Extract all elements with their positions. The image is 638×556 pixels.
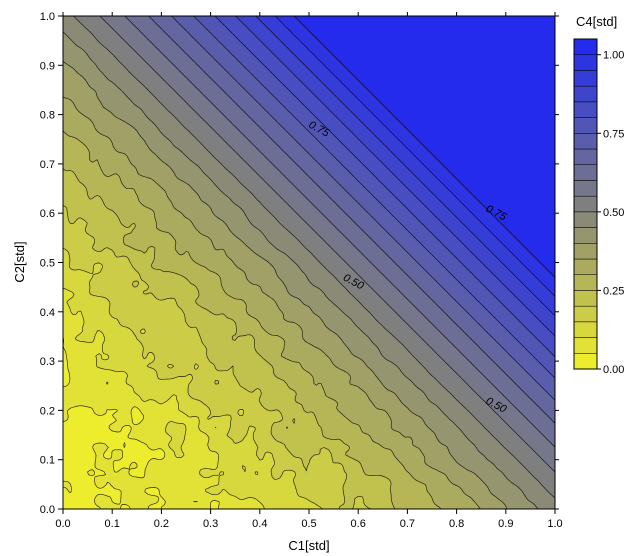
x-axis-title: C1[std] bbox=[288, 538, 329, 553]
contour-line bbox=[235, 16, 555, 337]
colorbar-band bbox=[573, 227, 598, 244]
y-tick-label: 0.1 bbox=[40, 455, 55, 467]
contour-line bbox=[63, 130, 442, 509]
colorbar: C4[std] 0.00 0.25 0.50 0.75 1.00 bbox=[573, 14, 624, 376]
colorbar-tick-label: 0.75 bbox=[603, 128, 624, 140]
y-tick-label: 0.7 bbox=[40, 159, 55, 171]
colorbar-tick-label: 0.50 bbox=[603, 207, 624, 219]
colorbar-band bbox=[573, 54, 598, 71]
contour-line bbox=[193, 16, 555, 379]
colorbar-band bbox=[573, 38, 598, 55]
y-tick-label: 0.4 bbox=[40, 307, 55, 319]
x-tick-label: 0.7 bbox=[400, 518, 415, 530]
contour-line bbox=[63, 205, 372, 509]
y-tick-label: 0.2 bbox=[40, 405, 55, 417]
contour-line bbox=[124, 16, 555, 448]
contour-line bbox=[99, 16, 555, 473]
colorbar-frame bbox=[573, 38, 598, 370]
colorbar-band bbox=[573, 274, 598, 291]
x-tick-label: 0.8 bbox=[449, 518, 464, 530]
contour-line bbox=[63, 31, 539, 509]
x-tick-label: 0.6 bbox=[351, 518, 366, 530]
colorbar-ticks: 0.00 0.25 0.50 0.75 1.00 bbox=[597, 50, 624, 376]
contour-line bbox=[171, 16, 555, 401]
contour-line bbox=[63, 61, 508, 509]
contour-fill bbox=[63, 16, 555, 509]
colorbar-band bbox=[573, 243, 598, 260]
colorbar-band bbox=[573, 133, 598, 150]
colorbar-band bbox=[573, 305, 598, 323]
colorbar-tick-label: 1.00 bbox=[603, 50, 624, 62]
x-tick-label: 1.0 bbox=[547, 518, 562, 530]
x-tick-label: 0.2 bbox=[154, 518, 169, 530]
colorbar-band bbox=[573, 337, 598, 354]
colorbar-band bbox=[573, 290, 598, 307]
y-tick-label: 0.0 bbox=[40, 504, 55, 516]
colorbar-band bbox=[573, 70, 598, 87]
x-tick-label: 0.9 bbox=[498, 518, 513, 530]
x-tick-label: 0.5 bbox=[301, 518, 316, 530]
colorbar-band bbox=[573, 180, 598, 197]
x-tick-label: 0.1 bbox=[105, 518, 120, 530]
colorbar-band bbox=[573, 353, 598, 370]
colorbar-title: C4[std] bbox=[576, 14, 617, 29]
x-axis: 0.0 0.1 0.2 0.3 0.4 0.5 0.6 0.7 0.8 0.9 1.0 bbox=[55, 12, 563, 530]
colorbar-band bbox=[573, 101, 598, 118]
colorbar-band bbox=[573, 85, 598, 103]
y-axis: 0.0 0.1 0.2 0.3 0.4 0.5 0.6 0.7 0.8 0.9 1.0 bbox=[40, 11, 559, 516]
x-tick-label: 0.4 bbox=[252, 518, 267, 530]
colorbar-band bbox=[573, 321, 598, 338]
x-tick-label: 0.3 bbox=[203, 518, 218, 530]
plot-area: 0.750.750.500.50 bbox=[62, 15, 556, 510]
colorbar-band bbox=[573, 164, 598, 181]
colorbar-bands bbox=[573, 38, 598, 370]
x-tick-label: 0.0 bbox=[55, 518, 70, 530]
contour-line bbox=[63, 96, 481, 509]
contour-line bbox=[274, 16, 555, 297]
y-tick-label: 0.5 bbox=[40, 258, 55, 270]
colorbar-band bbox=[573, 211, 598, 228]
contour-line bbox=[63, 247, 323, 509]
y-tick-label: 1.0 bbox=[40, 11, 55, 23]
colorbar-band bbox=[573, 148, 598, 165]
colorbar-band bbox=[573, 258, 598, 275]
colorbar-band bbox=[573, 117, 598, 134]
contour-line bbox=[63, 168, 396, 509]
contour-line bbox=[73, 16, 555, 499]
contour-line bbox=[63, 337, 220, 509]
colorbar-tick-label: 0.00 bbox=[603, 364, 624, 376]
colorbar-tick-label: 0.25 bbox=[603, 285, 624, 297]
colorbar-band bbox=[573, 195, 598, 213]
y-tick-label: 0.9 bbox=[40, 60, 55, 72]
y-tick-label: 0.8 bbox=[40, 110, 55, 122]
y-axis-title: C2[std] bbox=[12, 241, 27, 282]
contour-line bbox=[255, 16, 555, 317]
y-tick-label: 0.3 bbox=[40, 356, 55, 368]
y-tick-label: 0.6 bbox=[40, 208, 55, 220]
contour-line bbox=[63, 287, 265, 509]
